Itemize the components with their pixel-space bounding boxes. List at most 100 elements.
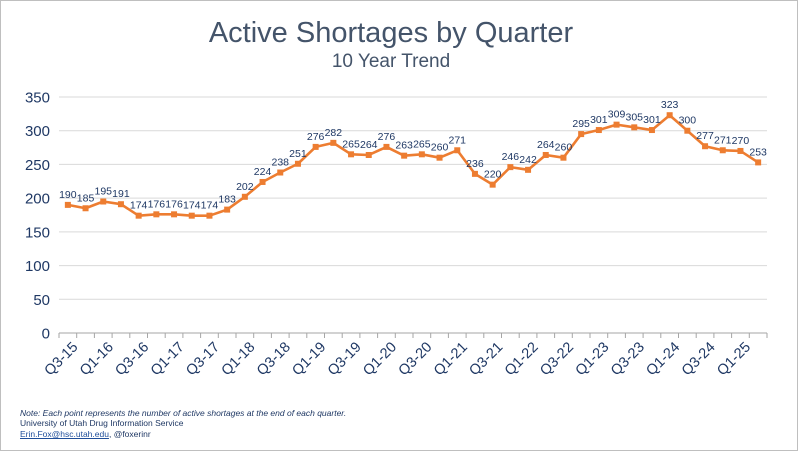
data-label: 220 bbox=[484, 169, 502, 181]
data-label: 174 bbox=[183, 200, 201, 212]
chart-subtitle: 10 Year Trend bbox=[332, 51, 450, 72]
data-label: 276 bbox=[378, 131, 396, 143]
footnote-handle: @foxerinr bbox=[113, 428, 151, 439]
data-label: 202 bbox=[236, 181, 254, 193]
data-point bbox=[330, 139, 337, 146]
series-active-shortages bbox=[64, 112, 762, 219]
footnote-email-link[interactable]: Erin.Fox@hsc.utah.edu bbox=[20, 428, 109, 439]
data-point bbox=[348, 151, 355, 158]
footnote-note: Note: Each point represents the number o… bbox=[20, 408, 347, 418]
data-point bbox=[312, 143, 319, 150]
data-point bbox=[684, 127, 691, 134]
data-point bbox=[383, 143, 390, 150]
data-label: 282 bbox=[325, 127, 343, 139]
data-point bbox=[507, 164, 514, 171]
data-label: 253 bbox=[749, 146, 767, 158]
data-label: 174 bbox=[130, 200, 148, 212]
data-label: 251 bbox=[289, 148, 307, 160]
data-point bbox=[135, 212, 142, 219]
data-point bbox=[294, 160, 301, 167]
data-label: 305 bbox=[625, 111, 643, 123]
data-point bbox=[171, 211, 178, 218]
x-tick-label: Q3-18 bbox=[254, 339, 294, 379]
data-point bbox=[702, 143, 709, 150]
data-point bbox=[613, 121, 620, 128]
data-label: 185 bbox=[77, 192, 95, 204]
data-point bbox=[755, 159, 762, 166]
data-label: 276 bbox=[307, 131, 325, 143]
footnote-contact: Erin.Fox@hsc.utah.edu, @foxerinr bbox=[20, 429, 346, 439]
data-label: 246 bbox=[502, 151, 520, 163]
series-line bbox=[67, 113, 759, 217]
gridlines bbox=[59, 96, 767, 300]
data-point bbox=[525, 166, 532, 173]
y-tick-label: 300 bbox=[25, 123, 50, 140]
data-point bbox=[100, 198, 107, 205]
data-point bbox=[631, 124, 638, 131]
data-label: 264 bbox=[360, 139, 378, 151]
data-point bbox=[241, 193, 248, 200]
data-point bbox=[648, 127, 655, 134]
data-point bbox=[578, 131, 585, 138]
y-tick-label: 100 bbox=[25, 258, 50, 275]
data-point bbox=[277, 169, 284, 176]
data-point bbox=[436, 154, 443, 161]
data-point bbox=[206, 212, 213, 219]
x-tick-label: Q1-21 bbox=[431, 339, 471, 379]
x-tick-label: Q1-22 bbox=[502, 339, 542, 379]
data-label: 264 bbox=[537, 139, 555, 151]
x-tick-label: Q1-24 bbox=[643, 339, 683, 379]
data-label: 176 bbox=[165, 198, 183, 210]
footnote-org: University of Utah Drug Information Serv… bbox=[20, 418, 184, 429]
y-tick-label: 0 bbox=[42, 326, 50, 343]
x-tick-label: Q1-25 bbox=[714, 339, 754, 379]
data-point bbox=[153, 211, 160, 218]
data-label: 191 bbox=[112, 188, 130, 200]
data-label: 260 bbox=[431, 142, 449, 154]
x-tick-label: Q3-22 bbox=[537, 339, 577, 379]
data-label: 236 bbox=[466, 158, 484, 170]
x-tick-label: Q3-23 bbox=[608, 339, 648, 379]
data-point bbox=[418, 151, 425, 158]
footnote: Note: Each point represents the number o… bbox=[20, 408, 346, 439]
data-label: 301 bbox=[590, 114, 608, 126]
data-point bbox=[365, 151, 372, 158]
data-label: 277 bbox=[696, 130, 714, 142]
data-point bbox=[489, 181, 496, 188]
data-label: 238 bbox=[271, 157, 289, 169]
x-tick-label: Q1-23 bbox=[573, 339, 613, 379]
data-point bbox=[595, 127, 602, 134]
data-label: 295 bbox=[572, 118, 590, 130]
data-label: 271 bbox=[714, 134, 732, 146]
data-point bbox=[471, 170, 478, 177]
data-label: 265 bbox=[342, 138, 360, 150]
x-tick-label: Q1-20 bbox=[360, 339, 400, 379]
data-label: 300 bbox=[679, 115, 697, 127]
x-tick-label: Q3-16 bbox=[112, 339, 152, 379]
x-tick-label: Q3-19 bbox=[325, 339, 365, 379]
y-tick-label: 150 bbox=[25, 224, 50, 241]
y-tick-label: 50 bbox=[33, 292, 50, 309]
x-tick-label: Q3-20 bbox=[396, 339, 436, 379]
x-tick-label: Q1-17 bbox=[148, 339, 188, 379]
y-tick-label: 200 bbox=[25, 191, 50, 208]
x-tick-label: Q3-21 bbox=[466, 339, 506, 379]
data-label: 263 bbox=[395, 140, 413, 152]
data-point bbox=[259, 178, 266, 185]
data-point bbox=[719, 147, 726, 154]
x-tick-label: Q1-18 bbox=[219, 339, 259, 379]
footnote-separator: , bbox=[108, 428, 114, 439]
data-label: 242 bbox=[519, 154, 537, 166]
data-label: 265 bbox=[413, 138, 431, 150]
x-tick-label: Q3-15 bbox=[42, 339, 82, 379]
data-label: 190 bbox=[59, 189, 77, 201]
chart-title: Active Shortages by Quarter bbox=[209, 17, 574, 49]
data-point bbox=[737, 147, 744, 154]
data-point bbox=[401, 152, 408, 159]
data-label: 271 bbox=[448, 134, 466, 146]
y-axis: 0 50 100 150 200 250 300 350 bbox=[25, 90, 50, 343]
data-label: 260 bbox=[555, 142, 573, 154]
data-label: 301 bbox=[643, 114, 661, 126]
